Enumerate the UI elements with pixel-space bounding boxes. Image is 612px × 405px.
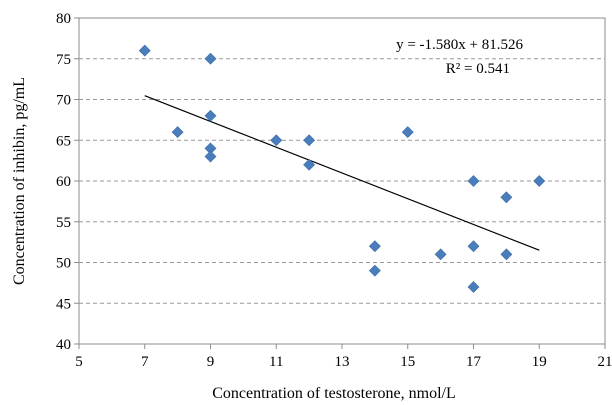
y-tick-label: 60 (56, 174, 71, 190)
y-tick-label: 55 (56, 215, 71, 231)
data-point (401, 126, 414, 139)
x-tick-label: 21 (598, 354, 612, 370)
x-tick-label: 11 (269, 354, 283, 370)
x-tick-label: 9 (207, 354, 215, 370)
x-tick-label: 7 (141, 354, 149, 370)
y-tick-label: 65 (56, 133, 71, 149)
gridlines (74, 17, 606, 349)
data-point (500, 191, 513, 204)
y-tick-label: 45 (56, 296, 71, 312)
y-tick-label: 50 (56, 256, 71, 272)
y-tick-label: 70 (56, 93, 71, 109)
y-tick-label: 40 (56, 337, 71, 353)
x-axis-title: Concentration of testosterone, nmol/L (212, 385, 456, 402)
x-tick-label: 17 (466, 354, 482, 370)
data-point (467, 175, 480, 187)
y-tick-label: 80 (56, 11, 71, 27)
data-point (467, 240, 480, 253)
data-point (368, 264, 381, 277)
x-tick-label: 19 (532, 354, 547, 370)
x-tick-label: 15 (400, 354, 415, 370)
y-tick-labels: 40 45 50 55 60 65 70 75 80 (56, 11, 71, 353)
x-tick-label: 13 (335, 354, 350, 370)
x-tick-labels: 5 7 9 11 13 15 17 19 21 (75, 354, 612, 370)
data-point (138, 44, 151, 57)
data-point (467, 281, 480, 293)
data-point (204, 109, 217, 122)
data-point (171, 126, 184, 139)
data-point (500, 248, 513, 261)
data-point (204, 52, 217, 65)
data-points (138, 44, 546, 293)
x-tick-label: 5 (75, 354, 83, 370)
y-axis-title: Concentration of inhibin, pg/mL (11, 77, 28, 285)
trendline-equation: y = -1.580x + 81.526 (396, 37, 523, 53)
data-point (303, 158, 316, 171)
data-point (270, 134, 283, 147)
r-squared-label: R² = 0.541 (446, 61, 510, 77)
data-point (303, 134, 316, 147)
y-tick-label: 75 (56, 52, 71, 68)
data-point (533, 175, 546, 187)
data-point (368, 240, 381, 253)
data-point (434, 248, 447, 261)
data-point (204, 150, 217, 163)
